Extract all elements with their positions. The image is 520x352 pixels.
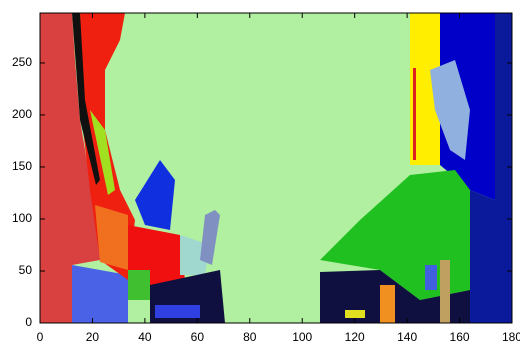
- y-tick-label: 0: [25, 315, 32, 329]
- region: [95, 205, 128, 270]
- region: [128, 270, 150, 300]
- x-tick-label: 120: [345, 330, 365, 344]
- x-tick-label: 160: [450, 330, 470, 344]
- x-tick-label: 0: [37, 330, 44, 344]
- image: [40, 13, 512, 323]
- x-tick-label: 140: [397, 330, 417, 344]
- region: [380, 285, 395, 323]
- y-tick-label: 50: [19, 263, 33, 277]
- y-tick-label: 100: [12, 211, 32, 225]
- region: [155, 305, 200, 318]
- x-tick-label: 100: [292, 330, 312, 344]
- y-tick-label: 200: [12, 107, 32, 121]
- x-tick-label: 80: [243, 330, 257, 344]
- region: [440, 260, 450, 323]
- x-tick-label: 60: [191, 330, 205, 344]
- y-tick-label: 150: [12, 159, 32, 173]
- region: [425, 265, 437, 290]
- region: [345, 310, 365, 318]
- x-tick-label: 20: [86, 330, 100, 344]
- chart: 0 20 40 60 80 100 120 140 160 180 0 50 100 150 200 250: [0, 0, 520, 347]
- region: [413, 68, 416, 160]
- x-tick-label: 40: [138, 330, 152, 344]
- x-tick-label: 180: [502, 330, 520, 344]
- y-tick-label: 250: [12, 55, 32, 69]
